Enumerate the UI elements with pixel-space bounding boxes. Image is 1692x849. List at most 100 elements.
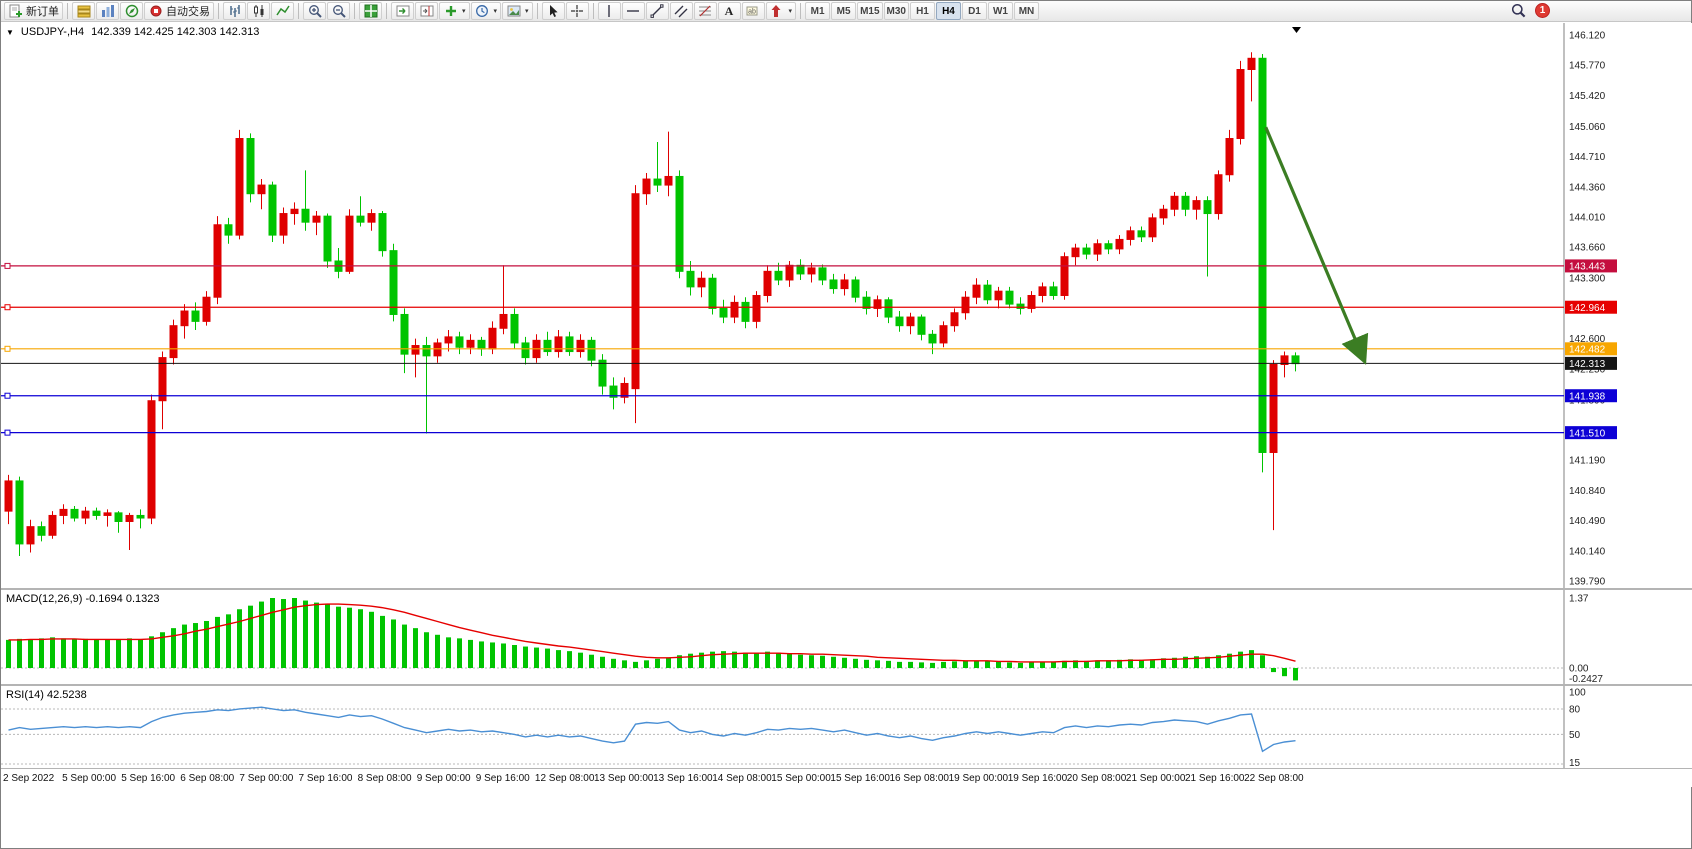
- panel-separator[interactable]: [1, 768, 1692, 769]
- svg-text:142.313: 142.313: [1569, 359, 1606, 370]
- rsi-line: [8, 706, 1296, 753]
- periods-icon: [475, 4, 490, 19]
- line-chart-icon: [275, 4, 290, 19]
- timeframe-button-mn[interactable]: MN: [1013, 2, 1039, 20]
- toolbar-separator: [298, 3, 299, 19]
- candlestick-chart-button[interactable]: [247, 2, 270, 20]
- timeframe-button-w1[interactable]: W1: [987, 2, 1013, 20]
- rsi-canvas[interactable]: 100 80 50 15: [1, 686, 1692, 768]
- trendline-button[interactable]: [645, 2, 669, 20]
- toolbar-right-group: 1: [1511, 3, 1550, 18]
- channel-button[interactable]: [669, 2, 693, 20]
- line-handle: [4, 304, 11, 311]
- toolbar-separator: [536, 3, 538, 19]
- toolbar-separator: [354, 3, 355, 19]
- tile-windows-button[interactable]: [359, 2, 382, 20]
- vertical-line-icon: [602, 4, 617, 19]
- line-handle: [4, 392, 11, 399]
- main-chart-canvas[interactable]: 146.120 145.770 145.420 145.060 144.710 144.3…: [1, 23, 1692, 588]
- current-price-line: 142.313: [1, 356, 1617, 370]
- timeframe-button-d1[interactable]: D1: [961, 2, 987, 20]
- svg-text:ab: ab: [748, 9, 756, 16]
- line-handle: [4, 429, 11, 436]
- timeframe-button-h1[interactable]: H1: [909, 2, 935, 20]
- time-label: 21 Sep 16:00: [1185, 773, 1245, 784]
- line-chart-button[interactable]: [271, 2, 294, 20]
- text-button[interactable]: A: [717, 2, 741, 20]
- bar-chart-button[interactable]: [223, 2, 246, 20]
- rsi-axis-label: 50: [1569, 730, 1581, 741]
- crosshair-button[interactable]: [565, 2, 589, 20]
- toolbar-separator: [67, 3, 68, 19]
- timeframe-button-h4[interactable]: H4: [935, 2, 961, 20]
- price-tag: [1565, 389, 1617, 403]
- zoom-in-button[interactable]: [303, 2, 326, 20]
- price-axis-label: 139.790: [1569, 577, 1606, 588]
- panel-separator[interactable]: [1, 684, 1692, 686]
- price-level-line[interactable]: 141.938: [1, 389, 1617, 403]
- navigator-button[interactable]: [120, 2, 143, 20]
- annotation-arrow[interactable]: [1264, 126, 1369, 365]
- timeframe-button-m1[interactable]: M1: [805, 2, 831, 20]
- price-axis-label: 144.710: [1569, 152, 1606, 163]
- price-axis-label: 142.600: [1569, 334, 1606, 345]
- dropdown-caret-icon: ▾: [788, 8, 793, 15]
- cursor-button[interactable]: [541, 2, 565, 20]
- toolbar-separator: [218, 3, 219, 19]
- rsi-panel: 100 80 50 15 RSI(14) 42.5238: [1, 686, 1692, 768]
- price-axis-label: 143.300: [1569, 274, 1606, 285]
- timeframe-button-m15[interactable]: M15: [857, 2, 883, 20]
- timeframe-button-h4-label: H4: [942, 5, 955, 17]
- indicators-button[interactable]: ▾: [439, 2, 470, 20]
- auto-scroll-button[interactable]: [391, 2, 414, 20]
- label-button[interactable]: ab: [741, 2, 765, 20]
- price-level-line[interactable]: 142.482: [1, 342, 1617, 356]
- dropdown-caret-icon: ▾: [493, 8, 498, 15]
- price-level-line[interactable]: 141.510: [1, 426, 1617, 439]
- dropdown-caret-icon: ▾: [525, 8, 529, 15]
- time-label: 21 Sep 00:00: [1125, 773, 1186, 784]
- rsi-axis-label: 15: [1569, 758, 1581, 768]
- fibonacci-button[interactable]: [693, 2, 717, 20]
- indicators-icon: [443, 4, 458, 19]
- periods-button[interactable]: ▾: [470, 2, 502, 20]
- timeframe-button-m5[interactable]: M5: [831, 2, 857, 20]
- price-axis-label: 140.140: [1569, 546, 1606, 557]
- horizontal-line-button[interactable]: [621, 2, 645, 20]
- autotrading-button[interactable]: 自动交易: [144, 2, 214, 20]
- price-level-line[interactable]: 143.443: [1, 259, 1617, 273]
- price-level-line[interactable]: 142.964: [1, 300, 1617, 314]
- time-label: 22 Sep 08:00: [1244, 773, 1304, 784]
- macd-canvas[interactable]: 1.37 0.00-0.2427: [1, 590, 1692, 684]
- chart-shift-button[interactable]: [415, 2, 438, 20]
- macd-axis-label: -0.2427: [1569, 674, 1603, 684]
- zoom-out-icon: [331, 4, 346, 19]
- timeframe-button-m5-label: M5: [836, 5, 851, 17]
- notification-badge[interactable]: 1: [1535, 3, 1550, 18]
- timeframe-button-m30[interactable]: M30: [883, 2, 909, 20]
- price-axis-label: 145.420: [1569, 91, 1606, 102]
- price-axis-label: 144.010: [1569, 213, 1606, 224]
- panel-separator[interactable]: [1, 588, 1692, 590]
- new-order-button[interactable]: 新订单: [4, 2, 63, 20]
- search-icon[interactable]: [1511, 3, 1526, 18]
- time-axis[interactable]: 2 Sep 2022 5 Sep 00:00 5 Sep 16:00 6 Sep 08…: [1, 769, 1692, 787]
- templates-button[interactable]: ▾: [502, 2, 533, 20]
- svg-text:142.964: 142.964: [1569, 303, 1606, 314]
- zoom-out-button[interactable]: [327, 2, 350, 20]
- vertical-line-button[interactable]: [597, 2, 621, 20]
- price-axis-label: 143.660: [1569, 243, 1606, 254]
- cursor-icon: [546, 4, 561, 19]
- price-tag: [1565, 342, 1617, 356]
- layouts-button[interactable]: [72, 2, 95, 20]
- templates-icon: [506, 4, 521, 19]
- svg-text:142.482: 142.482: [1569, 345, 1606, 356]
- timeframe-button-h1-label: H1: [916, 5, 929, 17]
- market-watch-button[interactable]: [96, 2, 119, 20]
- time-label: 6 Sep 08:00: [180, 773, 235, 784]
- shapes-button[interactable]: ▾: [765, 2, 797, 20]
- macd-axis-label: 0.00: [1569, 664, 1589, 675]
- current-price-tag: [1565, 356, 1617, 370]
- time-label: 8 Sep 08:00: [357, 773, 412, 784]
- macd-panel: 1.37 0.00 -0.2427 MACD(12,26,9) -0.1694 0.…: [1, 590, 1692, 684]
